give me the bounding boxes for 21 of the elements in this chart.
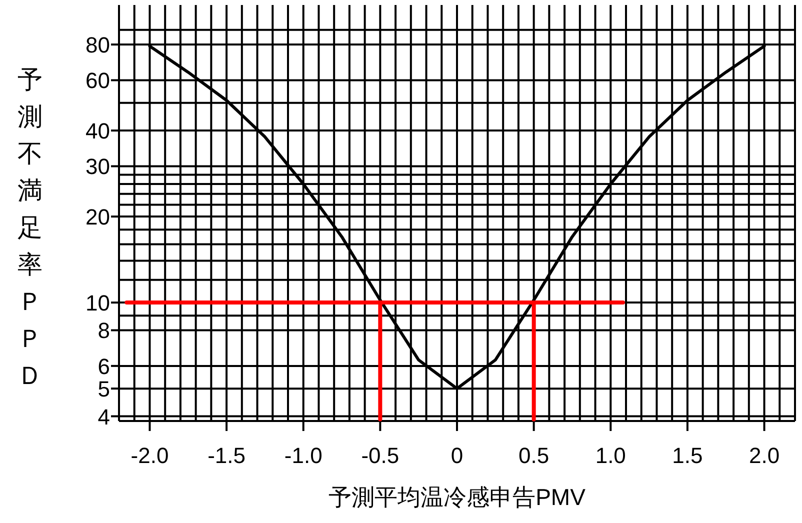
y-tick-label: 80 <box>86 32 110 58</box>
y-tick-label: 30 <box>86 154 110 180</box>
text: 予測不満足率ＰＰＤ <box>18 66 42 390</box>
y-tick-label: 40 <box>86 118 110 144</box>
x-tick-label: 0.5 <box>518 443 550 468</box>
x-tick-label: -1.5 <box>208 443 246 468</box>
x-tick-label: -2.0 <box>130 443 169 468</box>
y-tick-label: 60 <box>86 68 110 94</box>
y-tick-label: 8 <box>98 318 110 344</box>
x-tick-label: -0.5 <box>361 443 400 468</box>
y-tick-label: 5 <box>98 376 110 402</box>
y-tick-label: 20 <box>86 204 110 230</box>
x-tick-label: 1.5 <box>672 443 703 468</box>
x-axis-title: 予測平均温冷感申告PMV <box>328 484 586 510</box>
y-tick-label: 6 <box>98 354 110 379</box>
x-tick-label: 1.0 <box>595 443 626 468</box>
x-tick-label: 0 <box>450 443 464 468</box>
y-tick-label: 10 <box>86 290 110 316</box>
x-tick-label: -1.0 <box>284 443 322 468</box>
x-tick-label: 2.0 <box>748 443 780 468</box>
y-tick-label: 4 <box>98 404 110 430</box>
